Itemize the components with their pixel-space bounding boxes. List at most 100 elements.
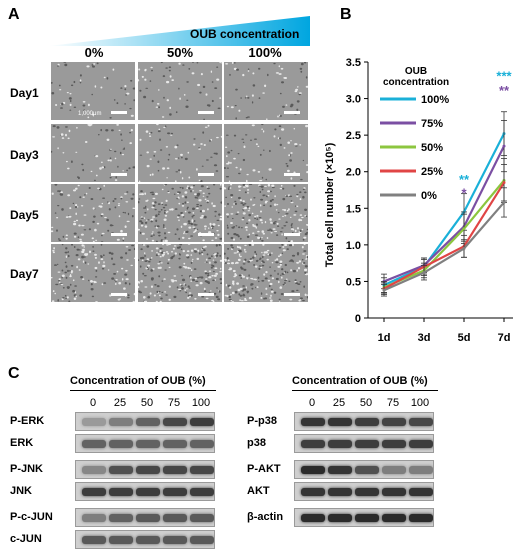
blot-band [409,488,433,496]
blot-label: c-JUN [10,533,42,545]
blot-band [355,514,379,522]
scale-bar [111,293,127,296]
blot-label: P-ERK [10,415,45,427]
blot-band [190,514,214,522]
y-tick-label: 2.0 [346,167,361,179]
blot-band [109,440,133,448]
blot-band [109,536,133,544]
blot-strip [75,482,215,501]
blot-label: P-AKT [247,463,281,475]
blot-band [109,514,133,522]
left-title-underline [70,390,216,391]
series-line-25% [383,182,505,290]
concentration-label: 100 [191,397,211,409]
micrograph-day1-0 [51,62,135,120]
micrograph-day5-0 [51,184,135,242]
blot-strip [294,508,434,527]
concentration-label: 25 [332,397,346,409]
y-tick-label: 3.0 [346,94,361,106]
significance-marker: ** [499,83,510,98]
blot-band [301,466,325,474]
scale-bar [284,293,300,296]
legend-label-25%: 25% [421,166,443,178]
row-label-day1: Day1 [10,86,39,100]
right-title-underline [292,390,438,391]
blot-band [136,418,160,426]
blot-band [190,536,214,544]
blot-band [409,514,433,522]
blot-band [409,440,433,448]
blot-band [382,514,406,522]
significance-marker: *** [496,68,512,83]
blot-band [136,488,160,496]
concentration-label: 0 [89,397,97,409]
gradient-label: OUB concentration [190,27,300,41]
blot-label: AKT [247,485,270,497]
blot-strip [75,460,215,479]
blot-strip [75,434,215,453]
blot-band [163,466,187,474]
data-point [422,271,426,275]
blot-band [382,418,406,426]
blot-band [409,418,433,426]
x-tick-label: 5d [458,332,471,344]
blot-band [190,418,214,426]
concentration-label: 25 [113,397,127,409]
blot-band [301,488,325,496]
blot-band [82,514,106,522]
blot-label: P-p38 [247,415,277,427]
column-label-50: 50% [166,45,194,60]
blot-band [301,418,325,426]
legend-label-0%: 0% [421,190,437,202]
blot-label: β-actin [247,511,284,523]
blot-band [301,514,325,522]
blot-strip [75,530,215,549]
blot-band [382,440,406,448]
blot-band [382,488,406,496]
blot-band [163,418,187,426]
y-axis-label: Total cell number (×10⁵) [324,142,336,267]
series-line-50% [383,179,505,289]
column-label-0: 0% [84,45,104,60]
panel-c-letter: C [8,365,20,382]
blot-band [190,488,214,496]
concentration-gradient [48,16,310,46]
blot-band [409,466,433,474]
x-tick-label: 7d [498,332,511,344]
micrograph-day3-1 [138,124,222,182]
scale-bar [284,233,300,236]
micrograph-day5-1 [138,184,222,242]
concentration-label: 100 [410,397,430,409]
scale-bar [111,233,127,236]
significance-marker: ** [459,172,470,187]
blot-band [136,466,160,474]
blot-band [163,440,187,448]
blot-strip [75,412,215,431]
micrograph-day1-2 [224,62,308,120]
blot-band [328,488,352,496]
micrograph-day1-1 [138,62,222,120]
blot-band [382,466,406,474]
blot-label: p38 [247,437,266,449]
micrograph-day3-2 [224,124,308,182]
micrograph-day3-0 [51,124,135,182]
blot-band [355,466,379,474]
blot-band [82,466,106,474]
blot-band [136,536,160,544]
blot-band [355,488,379,496]
scale-bar [198,233,214,236]
blot-band [355,418,379,426]
blot-band [328,514,352,522]
blot-band [136,514,160,522]
row-label-day5: Day5 [10,208,39,222]
scale-bar [198,293,214,296]
panel-b-letter: B [340,6,352,23]
scale-bar [284,111,300,114]
blot-strip [294,412,434,431]
blot-band [82,488,106,496]
y-tick-label: 2.5 [346,130,361,142]
scale-label: 1,000μm [78,111,102,117]
legend-title-2: concentration [383,77,449,88]
legend-label-50%: 50% [421,142,443,154]
data-point [462,247,466,251]
